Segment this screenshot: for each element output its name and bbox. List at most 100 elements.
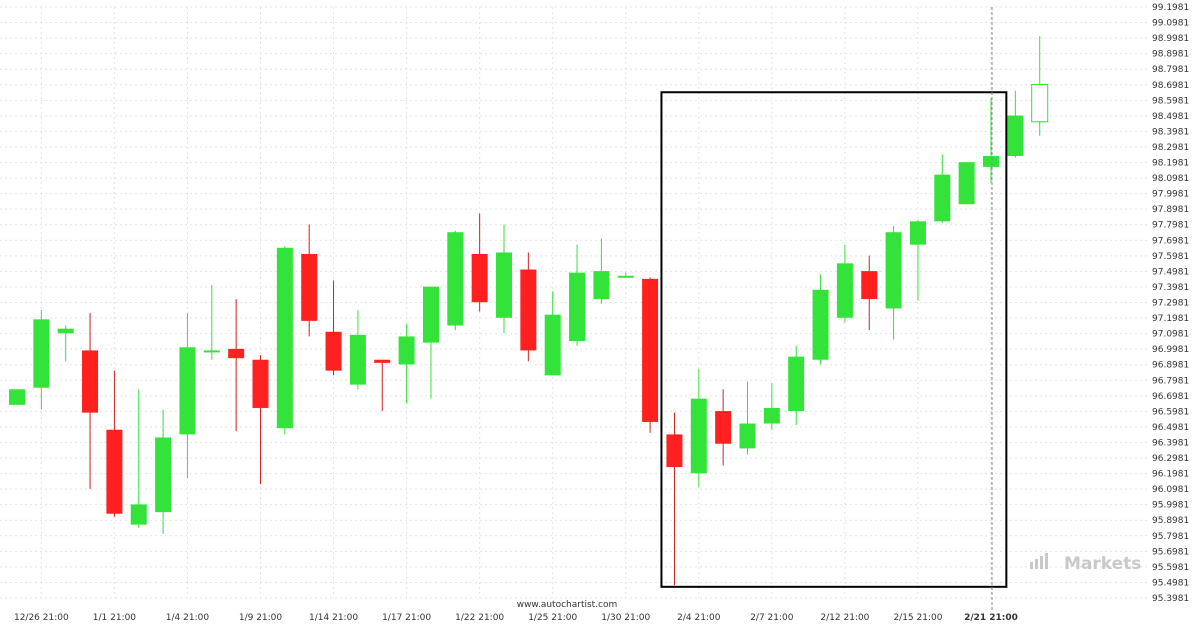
candle-body <box>569 272 586 342</box>
y-tick-label: 96.6981 <box>1152 392 1189 402</box>
candle-body <box>812 289 829 360</box>
y-tick-label: 95.9981 <box>1152 501 1189 511</box>
y-tick-label: 98.9981 <box>1152 34 1189 44</box>
y-tick-label: 95.4981 <box>1152 578 1189 588</box>
candle-body <box>106 429 123 514</box>
candle-body <box>276 247 293 429</box>
candle-body <box>422 286 439 343</box>
candle-body <box>203 350 220 353</box>
y-tick-label: 97.4981 <box>1152 267 1189 277</box>
x-tick-label: 2/4 21:00 <box>677 613 721 623</box>
candle-body <box>228 348 245 359</box>
y-tick-label: 99.1981 <box>1152 3 1189 13</box>
x-tick-label: 1/1 21:00 <box>93 613 137 623</box>
watermark-text: Markets <box>1064 554 1141 574</box>
x-tick-label: 1/17 21:00 <box>382 613 431 623</box>
candle-body <box>33 319 50 388</box>
candle-body <box>82 350 99 413</box>
y-tick-label: 96.7981 <box>1152 376 1189 386</box>
ic-markets-logo-icon <box>1030 553 1048 569</box>
x-tick-label: 2/15 21:00 <box>893 613 942 623</box>
y-tick-label: 98.8981 <box>1152 50 1189 60</box>
x-tick-label: 1/25 21:00 <box>528 613 577 623</box>
y-tick-label: 95.8981 <box>1152 516 1189 526</box>
y-tick-label: 96.1981 <box>1152 470 1189 480</box>
candle-body <box>301 253 318 321</box>
y-tick-label: 97.7981 <box>1152 221 1189 231</box>
y-tick-label: 97.9981 <box>1152 190 1189 200</box>
y-tick-label: 96.5981 <box>1152 407 1189 417</box>
candle-body <box>496 252 512 318</box>
x-tick-label: 2/7 21:00 <box>750 613 794 623</box>
candle-body <box>763 407 780 424</box>
candle-body <box>666 434 683 468</box>
y-tick-label: 98.4981 <box>1152 112 1189 122</box>
x-tick-label: 2/21 21:00 <box>964 613 1018 623</box>
x-tick-label: 1/9 21:00 <box>239 613 283 623</box>
y-tick-label: 98.5981 <box>1152 96 1189 106</box>
x-tick-label: 2/12 21:00 <box>820 613 869 623</box>
candle-body <box>715 411 732 444</box>
candle-body <box>447 232 464 326</box>
y-tick-label: 97.8981 <box>1152 205 1189 215</box>
y-tick-label: 97.6981 <box>1152 236 1189 246</box>
y-tick-label: 98.3981 <box>1152 127 1189 137</box>
candle-body <box>57 328 74 334</box>
x-tick-label: 1/4 21:00 <box>166 613 210 623</box>
y-tick-label: 96.4981 <box>1152 423 1189 433</box>
y-tick-label: 98.1981 <box>1152 159 1189 169</box>
candle-body <box>398 336 415 365</box>
candle-body <box>958 162 975 205</box>
candle-body <box>836 263 853 318</box>
candle-body <box>544 314 561 376</box>
overlay <box>660 7 1008 610</box>
candle-body <box>9 389 25 405</box>
candle-body <box>1007 115 1024 157</box>
candles <box>9 36 1049 586</box>
source-label: www.autochartist.com <box>517 600 618 610</box>
candle-body <box>861 271 878 300</box>
candle-body <box>885 232 902 309</box>
candle-body <box>325 331 342 371</box>
y-tick-label: 98.0981 <box>1152 174 1189 184</box>
y-tick-label: 97.5981 <box>1152 252 1189 262</box>
candle-body <box>617 275 634 278</box>
y-tick-label: 97.0981 <box>1152 330 1189 340</box>
candle-body <box>642 278 659 422</box>
x-tick-label: 1/14 21:00 <box>309 613 358 623</box>
y-tick-label: 97.2981 <box>1152 299 1189 309</box>
candle-body <box>934 174 951 222</box>
watermark: Markets <box>1030 553 1141 574</box>
y-tick-label: 96.2981 <box>1152 454 1189 464</box>
y-tick-label: 95.7981 <box>1152 532 1189 542</box>
x-tick-label: 12/26 21:00 <box>14 613 69 623</box>
y-tick-label: 96.8981 <box>1152 361 1189 371</box>
candle-body <box>739 423 756 449</box>
candle-body <box>520 269 537 351</box>
y-tick-label: 96.0981 <box>1152 485 1189 495</box>
y-tick-label: 97.1981 <box>1152 314 1189 324</box>
y-tick-label: 97.3981 <box>1152 283 1189 293</box>
x-axis: 12/26 21:00 1/1 21:00 1/4 21:00 1/9 21:00 1/… <box>14 613 1018 623</box>
x-tick-label: 1/22 21:00 <box>455 613 504 623</box>
candle-body <box>593 271 610 300</box>
y-tick-label: 98.7981 <box>1152 65 1189 75</box>
y-tick-label: 99.0981 <box>1152 19 1189 29</box>
y-tick-label: 95.5981 <box>1152 563 1189 573</box>
candle-body <box>155 437 172 513</box>
pattern-highlight-box <box>660 91 1008 588</box>
y-tick-label: 98.2981 <box>1152 143 1189 153</box>
y-tick-label: 96.9981 <box>1152 345 1189 355</box>
candle-body <box>179 347 196 435</box>
candle-body <box>788 356 805 412</box>
candle-body <box>374 359 391 363</box>
x-tick-label: 1/30 21:00 <box>601 613 650 623</box>
candle-body <box>690 398 707 474</box>
y-tick-label: 95.6981 <box>1152 547 1189 557</box>
candle-body <box>130 504 147 525</box>
y-tick-label: 96.3981 <box>1152 438 1189 448</box>
candle-body <box>349 334 366 385</box>
y-tick-label: 95.3981 <box>1152 594 1189 604</box>
candle-body <box>252 359 269 408</box>
